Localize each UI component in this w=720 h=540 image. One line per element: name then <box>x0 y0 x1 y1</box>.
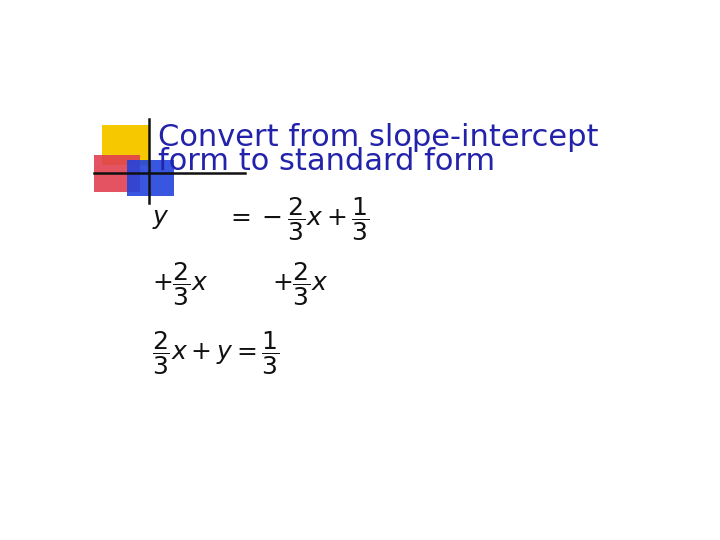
Text: Convert from slope-intercept: Convert from slope-intercept <box>158 123 599 152</box>
Text: $= -\dfrac{2}{3}x+\dfrac{1}{3}$: $= -\dfrac{2}{3}x+\dfrac{1}{3}$ <box>225 195 369 242</box>
Text: $+\dfrac{2}{3}x$: $+\dfrac{2}{3}x$ <box>152 260 209 308</box>
Bar <box>102 125 150 165</box>
Text: $+\dfrac{2}{3}x$: $+\dfrac{2}{3}x$ <box>272 260 329 308</box>
Text: $\dfrac{2}{3}x+y=\dfrac{1}{3}$: $\dfrac{2}{3}x+y=\dfrac{1}{3}$ <box>152 329 280 377</box>
Bar <box>127 160 174 195</box>
Bar <box>94 155 140 192</box>
Text: $y$: $y$ <box>152 207 170 231</box>
Text: form to standard form: form to standard form <box>158 147 495 176</box>
